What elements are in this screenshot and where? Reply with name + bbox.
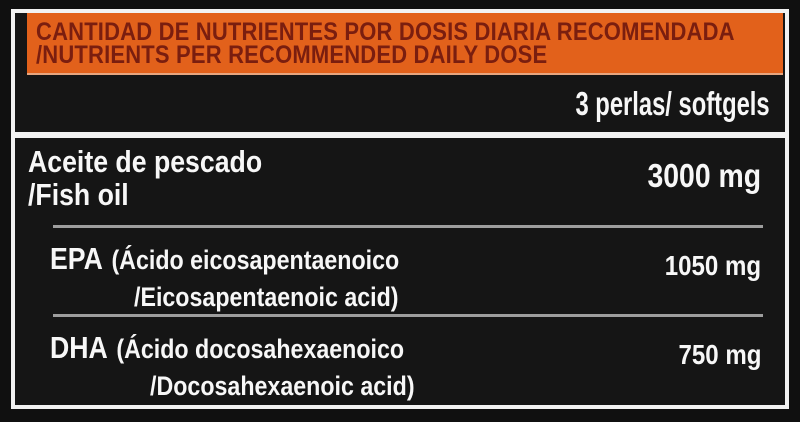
epa-abbr: EPA <box>50 241 103 276</box>
dha-paren-english: /Docosahexaenoic acid) <box>150 371 415 401</box>
epa-amount: 1050 mg <box>664 250 761 281</box>
dha-amount: 750 mg <box>678 339 761 370</box>
fish-oil-name-spanish: Aceite de pescado <box>28 144 263 179</box>
fish-oil-name-english: /Fish oil <box>28 177 129 212</box>
row-divider <box>53 314 763 317</box>
nutrient-row-fish-oil: Aceite de pescado /Fish oil 3000 mg <box>15 138 785 225</box>
row-divider <box>53 225 763 228</box>
dha-name-line1: DHA (Ácido docosahexaenoico <box>50 331 404 371</box>
epa-paren-english: /Eicosapentaenoic acid) <box>134 282 399 312</box>
nutrient-row-dha: DHA (Ácido docosahexaenoico /Docosahexaen… <box>15 317 785 405</box>
dha-name: DHA (Ácido docosahexaenoico /Docosahexaen… <box>50 331 665 402</box>
fish-oil-amount: 3000 mg <box>647 157 761 194</box>
dha-paren-spanish: (Ácido docosahexaenoico <box>116 334 405 364</box>
serving-size: 3 perlas/ softgels <box>575 84 770 122</box>
section-divider <box>15 132 785 138</box>
serving-row: 3 perlas/ softgels <box>15 75 785 132</box>
header-text: CANTIDAD DE NUTRIENTES POR DOSIS DIARIA … <box>36 18 735 69</box>
epa-name-line1: EPA (Ácido eicosapentaenoico <box>50 242 399 282</box>
header-line-spanish: CANTIDAD DE NUTRIENTES POR DOSIS DIARIA … <box>36 18 735 46</box>
nutrient-row-epa: EPA (Ácido eicosapentaenoico /Eicosapenta… <box>15 228 785 314</box>
fish-oil-name: Aceite de pescado /Fish oil <box>28 145 262 211</box>
epa-name: EPA (Ácido eicosapentaenoico /Eicosapenta… <box>50 242 649 313</box>
dha-abbr: DHA <box>50 330 108 365</box>
label-frame: CANTIDAD DE NUTRIENTES POR DOSIS DIARIA … <box>11 9 789 409</box>
header-bar: CANTIDAD DE NUTRIENTES POR DOSIS DIARIA … <box>27 13 783 75</box>
epa-paren-spanish: (Ácido eicosapentaenoico <box>111 245 400 275</box>
header-line-english: /NUTRIENTS PER RECOMMENDED DAILY DOSE <box>36 41 548 69</box>
